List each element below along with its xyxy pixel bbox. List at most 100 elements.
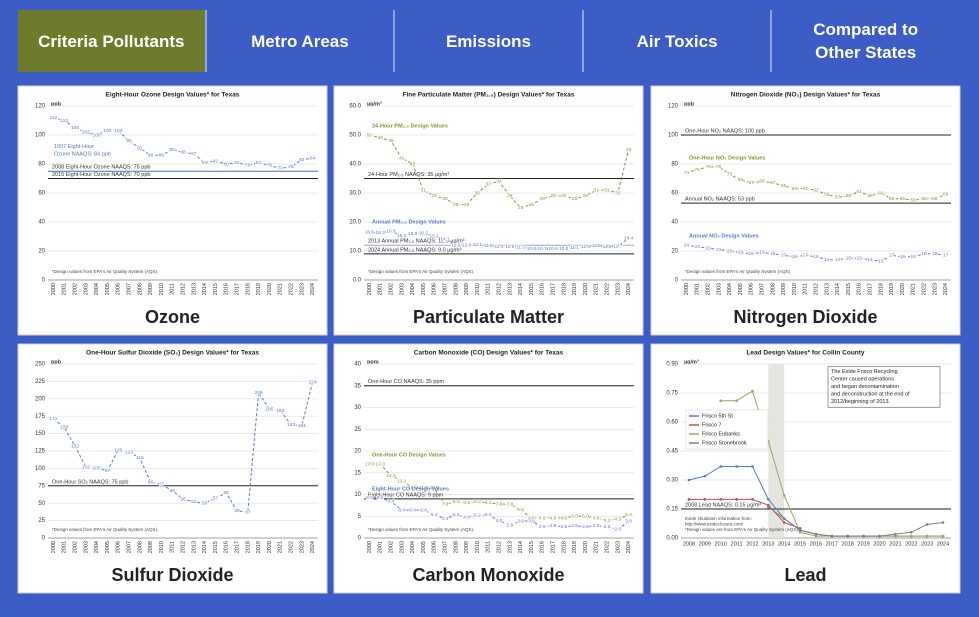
x-tick-label: 2019 [256,541,262,553]
note: *Design values from EPA's Air Quality Sy… [368,527,474,532]
point [909,534,913,538]
y-tick-label: 10.0 [349,249,361,255]
data-label: 29 [432,193,438,199]
data-label: 14.4 [624,236,634,242]
x-tick-label: 2021 [594,541,600,553]
data-label: 17 [943,253,949,259]
data-label: 11.5 [505,244,514,250]
x-tick-label: 2002 [72,541,78,553]
x-tick-label: 2019 [256,283,262,295]
data-label: 11.8 [592,243,601,249]
x-tick-label: 2003 [83,283,89,295]
data-label: 60 [878,190,884,196]
data-label: 17 [889,253,895,259]
data-label: 16.2 [419,230,429,236]
data-label: 14.3 [386,473,396,479]
data-label: 29 [561,193,567,199]
data-label: 13.1 [397,478,407,484]
data-label: 28 [540,196,546,202]
point [798,528,802,532]
x-tick-label: 2021 [911,283,917,295]
tab[interactable]: Metro Areas [204,10,394,72]
unit-label: µg/m³ [684,358,699,365]
data-label: 11.5 [430,485,439,491]
data-label: 15 [857,256,863,262]
data-label: 4.8 [463,514,470,520]
y-tick-label: 200 [35,396,46,402]
y-tick-label: 80 [671,162,678,168]
chart-title: One-Hour Sulfur Dioxide (SO₂) Design Val… [86,350,259,357]
x-tick-label: 2022 [905,541,917,547]
series-line [369,497,629,530]
data-label: 102 [82,464,90,470]
annotation: and deconstruction at the end of [831,392,910,398]
tab[interactable]: Criteria Pollutants [18,10,205,72]
x-tick-label: 2016 [540,283,546,295]
x-tick-label: 2023 [299,541,305,553]
note: Exide shutdown information from: [685,516,752,521]
data-label: 49 [378,135,384,141]
tab[interactable]: Air Toxics [581,10,771,72]
series-line [688,498,801,529]
data-label: 81 [234,160,240,166]
x-tick-label: 2017 [826,541,838,547]
point [767,498,770,501]
data-label: 90 [170,147,176,153]
y-tick-label: 40 [354,362,361,368]
data-label: 26 [464,202,470,208]
point [894,532,897,536]
data-label: 8.3 [452,499,459,505]
data-label: 3.9 [528,518,535,524]
y-tick-label: 0.15 [666,507,678,513]
x-tick-label: 2018 [561,541,567,553]
data-label: 80 [224,161,230,167]
data-label: 103 [103,128,111,134]
x-tick-label: 2017 [234,541,240,553]
series-line [686,166,946,201]
data-label: 39 [234,508,240,514]
data-label: 14 [867,257,873,263]
data-label: 4.4 [442,516,449,522]
data-label: 88 [180,150,186,156]
x-tick-label: 2023 [615,283,621,295]
data-label: 5.3 [625,512,632,518]
data-label: 65 [781,183,787,189]
data-label: 77 [159,482,165,488]
y-tick-label: 60.0 [349,104,361,110]
x-tick-label: 2016 [540,541,546,553]
tab[interactable]: Emissions [393,10,582,72]
data-label: 78 [716,164,722,170]
data-label: 11.5 [419,485,428,491]
data-label: 159 [60,425,68,431]
tab[interactable]: Compared to Other States [770,10,959,72]
point [894,534,897,538]
x-tick-label: 2005 [421,541,427,553]
data-label: 6.4 [409,507,416,513]
point [862,534,865,538]
x-tick-label: 2009 [781,283,787,295]
x-tick-label: 2017 [550,283,556,295]
data-label: 86 [159,153,165,159]
data-label: 14.1 [440,236,450,242]
data-label: 100 [93,466,101,472]
x-tick-label: 2016 [224,541,230,553]
chart-title: Lead Design Values* for Collin County [746,350,864,357]
data-label: 58 [846,193,852,199]
data-label: 77 [278,166,284,172]
series-line [686,244,946,262]
data-label: 2.6 [582,524,589,530]
data-label: 56 [932,196,938,202]
x-tick-label: 2014 [518,541,524,553]
data-label: 23 [695,244,701,250]
y-tick-label: 40.0 [349,162,361,168]
x-tick-label: 2003 [83,541,89,553]
x-tick-label: 2024 [943,283,949,295]
data-label: 16 [900,254,906,260]
data-label: 87 [191,151,197,157]
data-label: 105 [71,125,79,131]
point [814,534,818,538]
unit-label: ppb [684,101,695,107]
y-tick-label: 25 [38,518,45,524]
x-tick-label: 2003 [716,283,722,295]
chart-title: Carbon Monoxide (CO) Design Values* for … [414,350,564,357]
